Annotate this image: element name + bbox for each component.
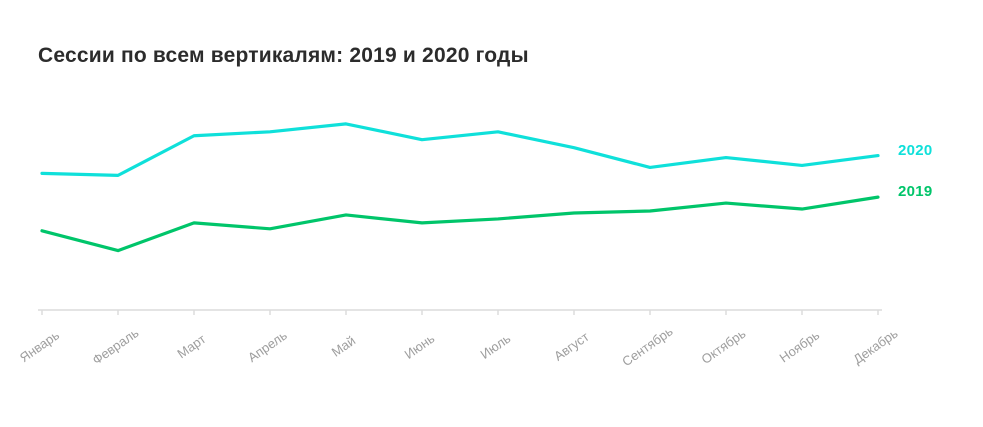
x-tick-label: Июль bbox=[478, 331, 514, 362]
series-line-2019 bbox=[40, 195, 880, 253]
x-tick-label: Июнь bbox=[402, 331, 438, 362]
x-tick-label: Май bbox=[329, 333, 358, 360]
x-tick-label: Сентябрь bbox=[619, 323, 675, 369]
x-tick-label: Август bbox=[551, 329, 592, 364]
x-tick-label: Март bbox=[174, 331, 208, 361]
x-tick-label: Декабрь bbox=[850, 326, 900, 367]
chart-title: Сессии по всем вертикалям: 2019 и 2020 г… bbox=[38, 44, 529, 67]
x-tick-label: Ноябрь bbox=[777, 327, 823, 365]
x-tick-label: Апрель bbox=[245, 327, 290, 365]
x-tick-label: Январь bbox=[17, 327, 62, 365]
x-tick-label: Февраль bbox=[89, 325, 141, 368]
series-line-2020 bbox=[40, 122, 880, 177]
x-tick-label: Октябрь bbox=[698, 326, 748, 367]
series-label-2019: 2019 bbox=[898, 183, 933, 201]
series-label-2020: 2020 bbox=[898, 141, 933, 159]
